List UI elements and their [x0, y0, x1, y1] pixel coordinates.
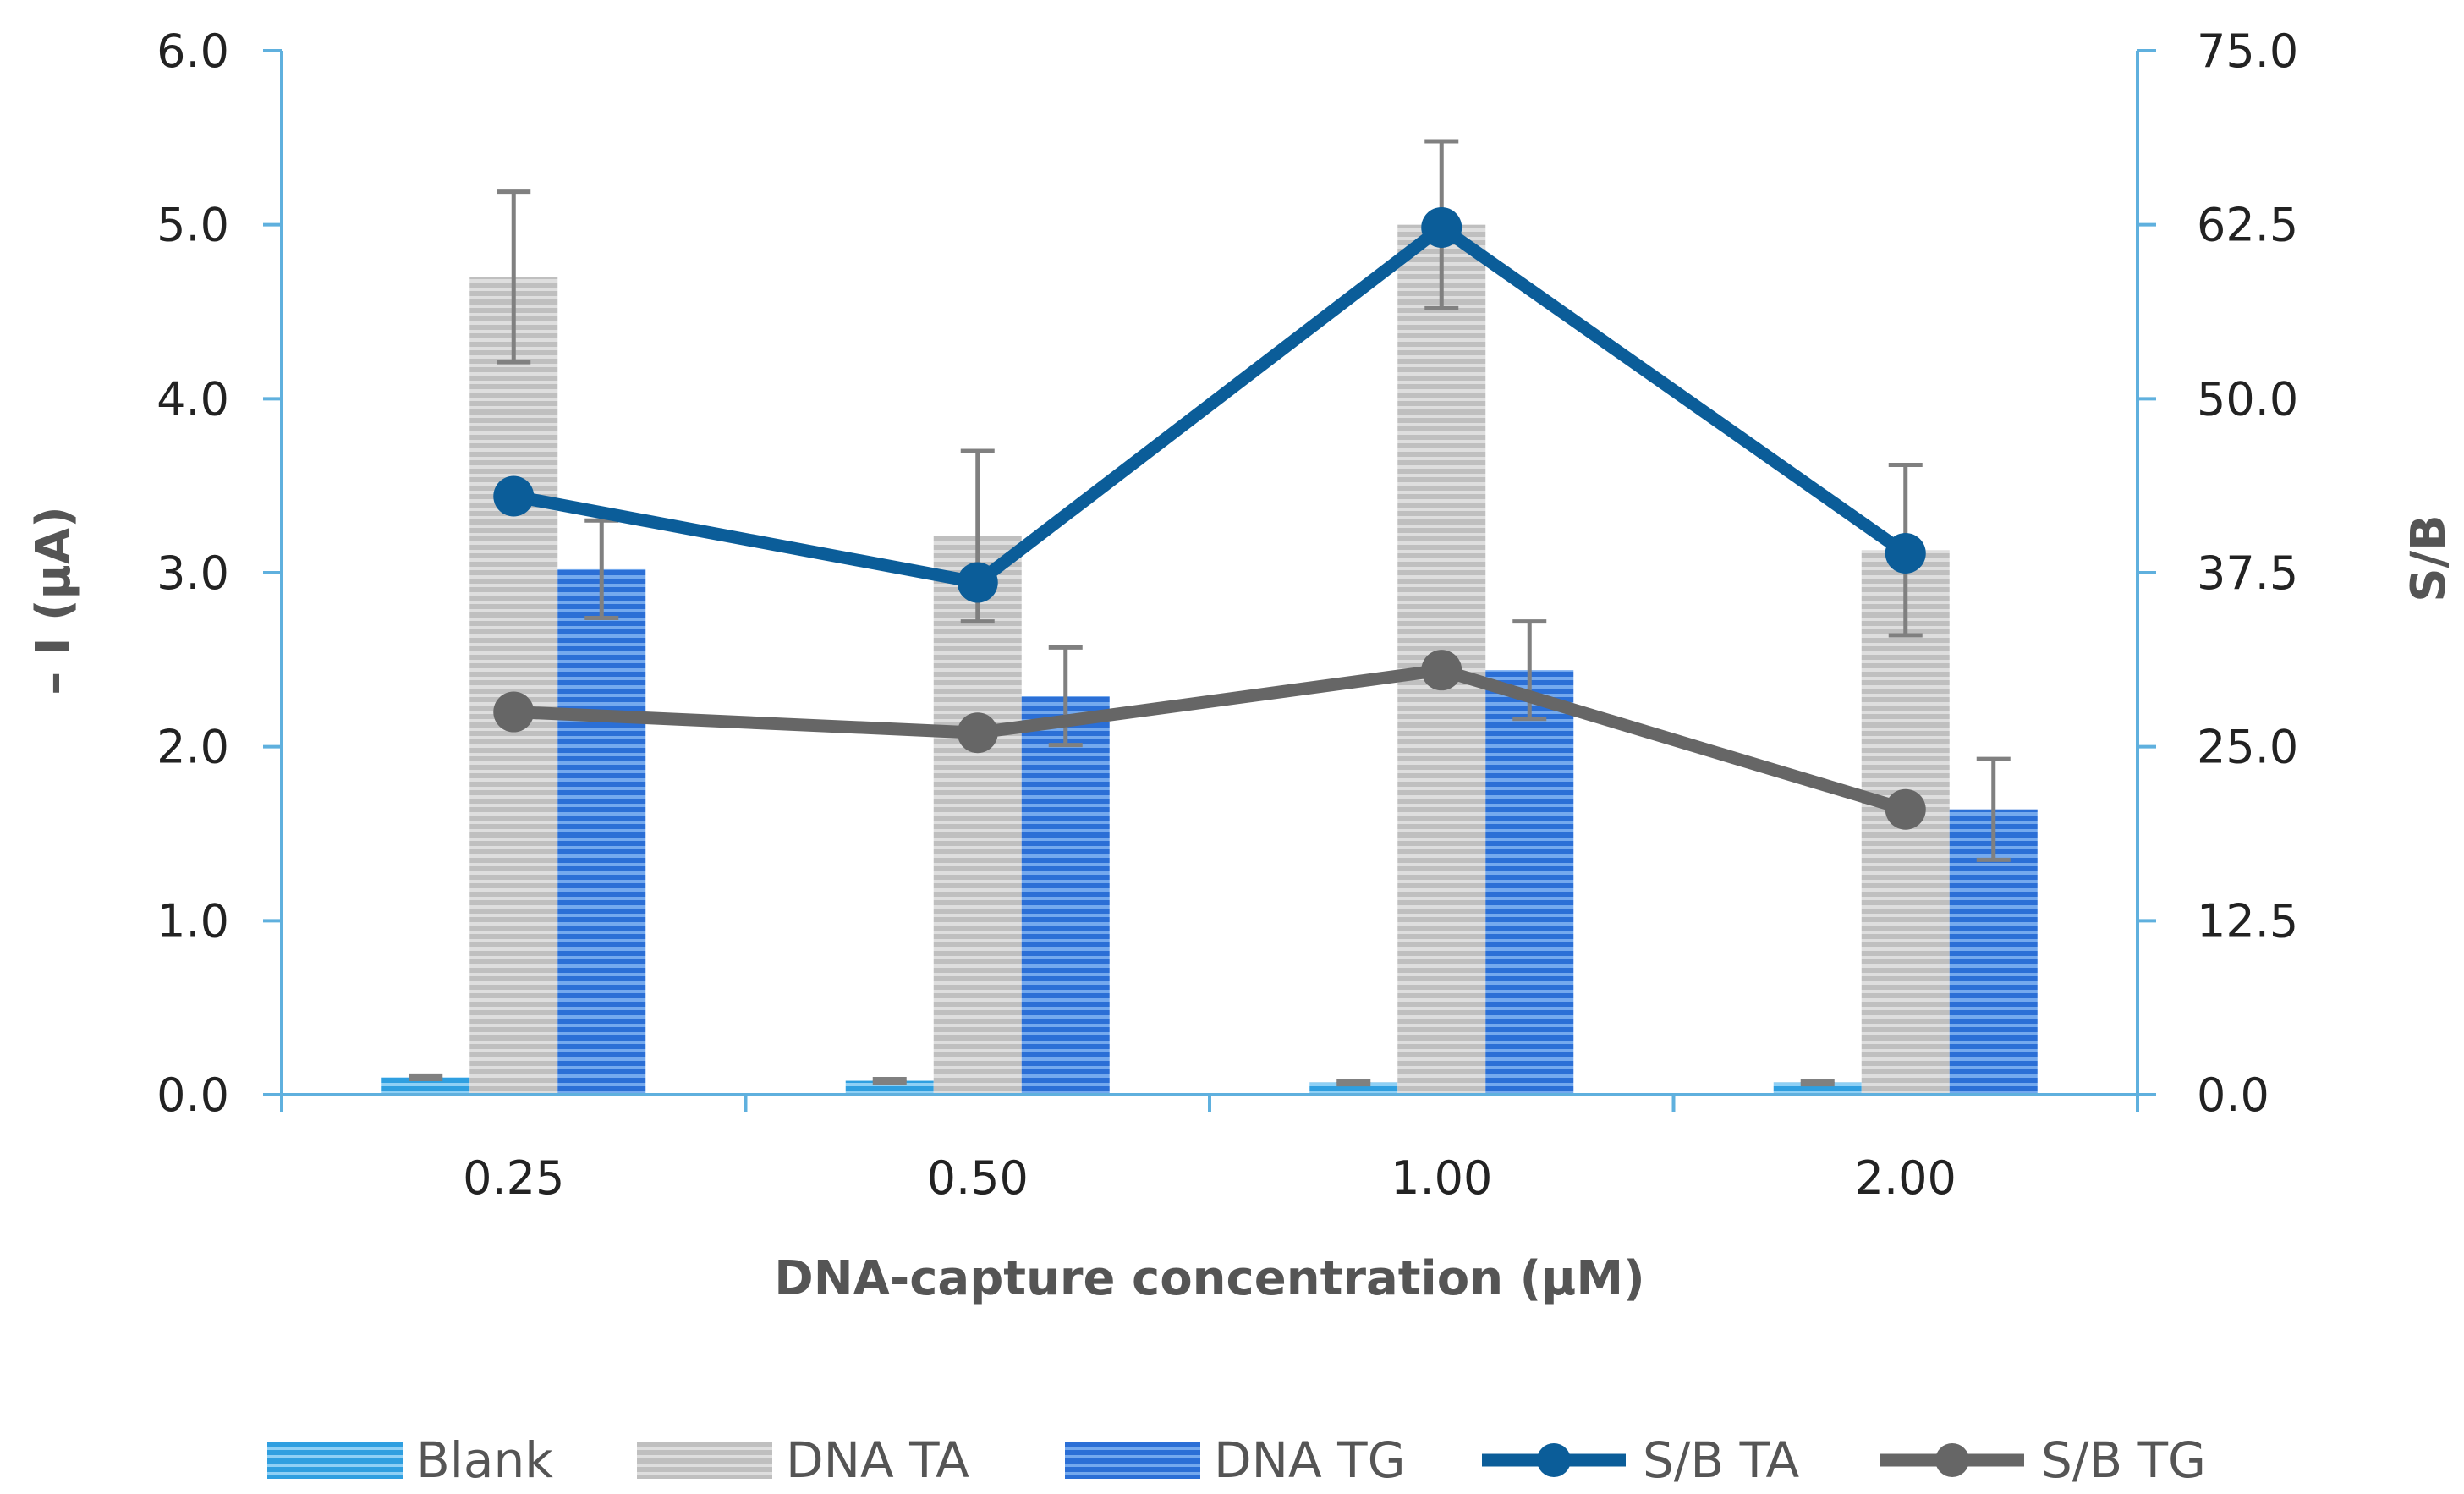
right-tick-label: 75.0: [2197, 25, 2298, 78]
left-tick-label: 0.0: [156, 1068, 229, 1122]
point-s-b-tg: [493, 691, 535, 733]
y-axis-title: – I (μA): [26, 506, 81, 695]
line-s-b-ta: [512, 221, 1910, 590]
right-tick-label: 37.5: [2197, 547, 2298, 600]
x-tick-label: 0.25: [463, 1151, 564, 1205]
markers: [493, 206, 1926, 830]
legend-item: DNA TG: [1065, 1431, 1406, 1489]
bars: [381, 224, 2038, 1096]
axes: 0.0 1.0 2.0 3.0 4.0 5.0 6.0 0.0 12.5 25.0 37.5 50.…: [156, 25, 2298, 1205]
bar-dna-tg: [1021, 696, 1110, 1095]
point-s-b-tg: [1885, 788, 1926, 830]
bar-dna-ta: [469, 277, 558, 1095]
point-s-b-tg: [1421, 650, 1462, 691]
point-s-b-ta: [1421, 206, 1462, 248]
x-tick-label: 1.00: [1391, 1151, 1492, 1205]
legend-item: DNA TA: [637, 1431, 969, 1489]
x-ticks: 0.25 0.50 1.00 2.00: [280, 1095, 2139, 1205]
left-tick-label: 6.0: [156, 25, 229, 78]
bar-dna-ta: [933, 536, 1022, 1095]
left-tick-label: 3.0: [156, 547, 229, 600]
legend-item: Blank: [267, 1431, 553, 1489]
point-s-b-tg: [957, 712, 998, 754]
left-tick-label: 4.0: [156, 372, 229, 426]
right-tick-label: 62.5: [2197, 199, 2298, 252]
legend-swatch: [637, 1442, 772, 1479]
legend-swatch: [1065, 1442, 1200, 1479]
right-tick-label: 12.5: [2197, 894, 2298, 947]
bar-dna-tg: [1485, 670, 1574, 1095]
x-axis-title: DNA-capture concentration (μM): [774, 1251, 1644, 1306]
line-s-b-tg: [513, 663, 1907, 816]
right-tick-label: 0.0: [2197, 1068, 2269, 1122]
legend-label: S/B TA: [1643, 1431, 1800, 1489]
right-tick-label: 50.0: [2197, 372, 2298, 426]
legend-marker: [1935, 1443, 1969, 1477]
left-tick-label: 1.0: [156, 894, 229, 947]
x-tick-label: 2.00: [1855, 1151, 1956, 1205]
legend-label: DNA TG: [1214, 1431, 1406, 1489]
legend-item: S/B TG: [1880, 1431, 2206, 1489]
right-tick-label: 25.0: [2197, 721, 2298, 774]
left-tick-label: 2.0: [156, 721, 229, 774]
legend-label: S/B TG: [2041, 1431, 2206, 1489]
bar-blank: [1309, 1082, 1398, 1095]
error-bars: [409, 139, 2011, 1087]
x-tick-label: 0.50: [927, 1151, 1029, 1205]
legend-item: S/B TA: [1482, 1431, 1800, 1489]
legend-marker: [1537, 1443, 1571, 1477]
legend-label: Blank: [416, 1431, 553, 1489]
bar-blank: [845, 1080, 934, 1095]
bar-blank: [381, 1077, 470, 1095]
legend: Blank DNA TA DNA TG S/B TA S/B TG: [267, 1431, 2206, 1489]
point-s-b-ta: [493, 475, 535, 517]
legend-label: DNA TA: [786, 1431, 969, 1489]
point-s-b-ta: [1885, 532, 1926, 574]
left-tick-label: 5.0: [156, 199, 229, 252]
y2-axis-title: S/B: [2401, 514, 2456, 601]
left-ticks: 0.0 1.0 2.0 3.0 4.0 5.0 6.0: [156, 25, 282, 1122]
plot-area: [381, 139, 2038, 1096]
lines: [512, 221, 1910, 816]
right-ticks: 0.0 12.5 25.0 37.5 50.0 62.5 75.0: [2137, 25, 2298, 1122]
point-s-b-ta: [957, 562, 998, 603]
bar-dna-tg: [557, 568, 646, 1095]
bar-blank: [1773, 1082, 1862, 1095]
legend-swatch: [267, 1442, 403, 1479]
